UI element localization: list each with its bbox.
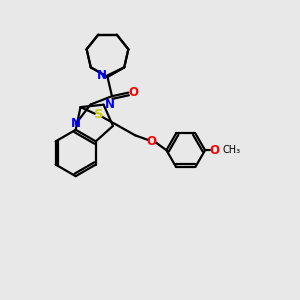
- Text: O: O: [129, 86, 139, 99]
- Text: O: O: [209, 144, 219, 157]
- Text: O: O: [147, 135, 157, 148]
- Text: N: N: [97, 69, 107, 82]
- Text: CH₃: CH₃: [223, 145, 241, 155]
- Text: N: N: [105, 98, 115, 111]
- Text: N: N: [71, 117, 81, 130]
- Text: S: S: [94, 108, 103, 121]
